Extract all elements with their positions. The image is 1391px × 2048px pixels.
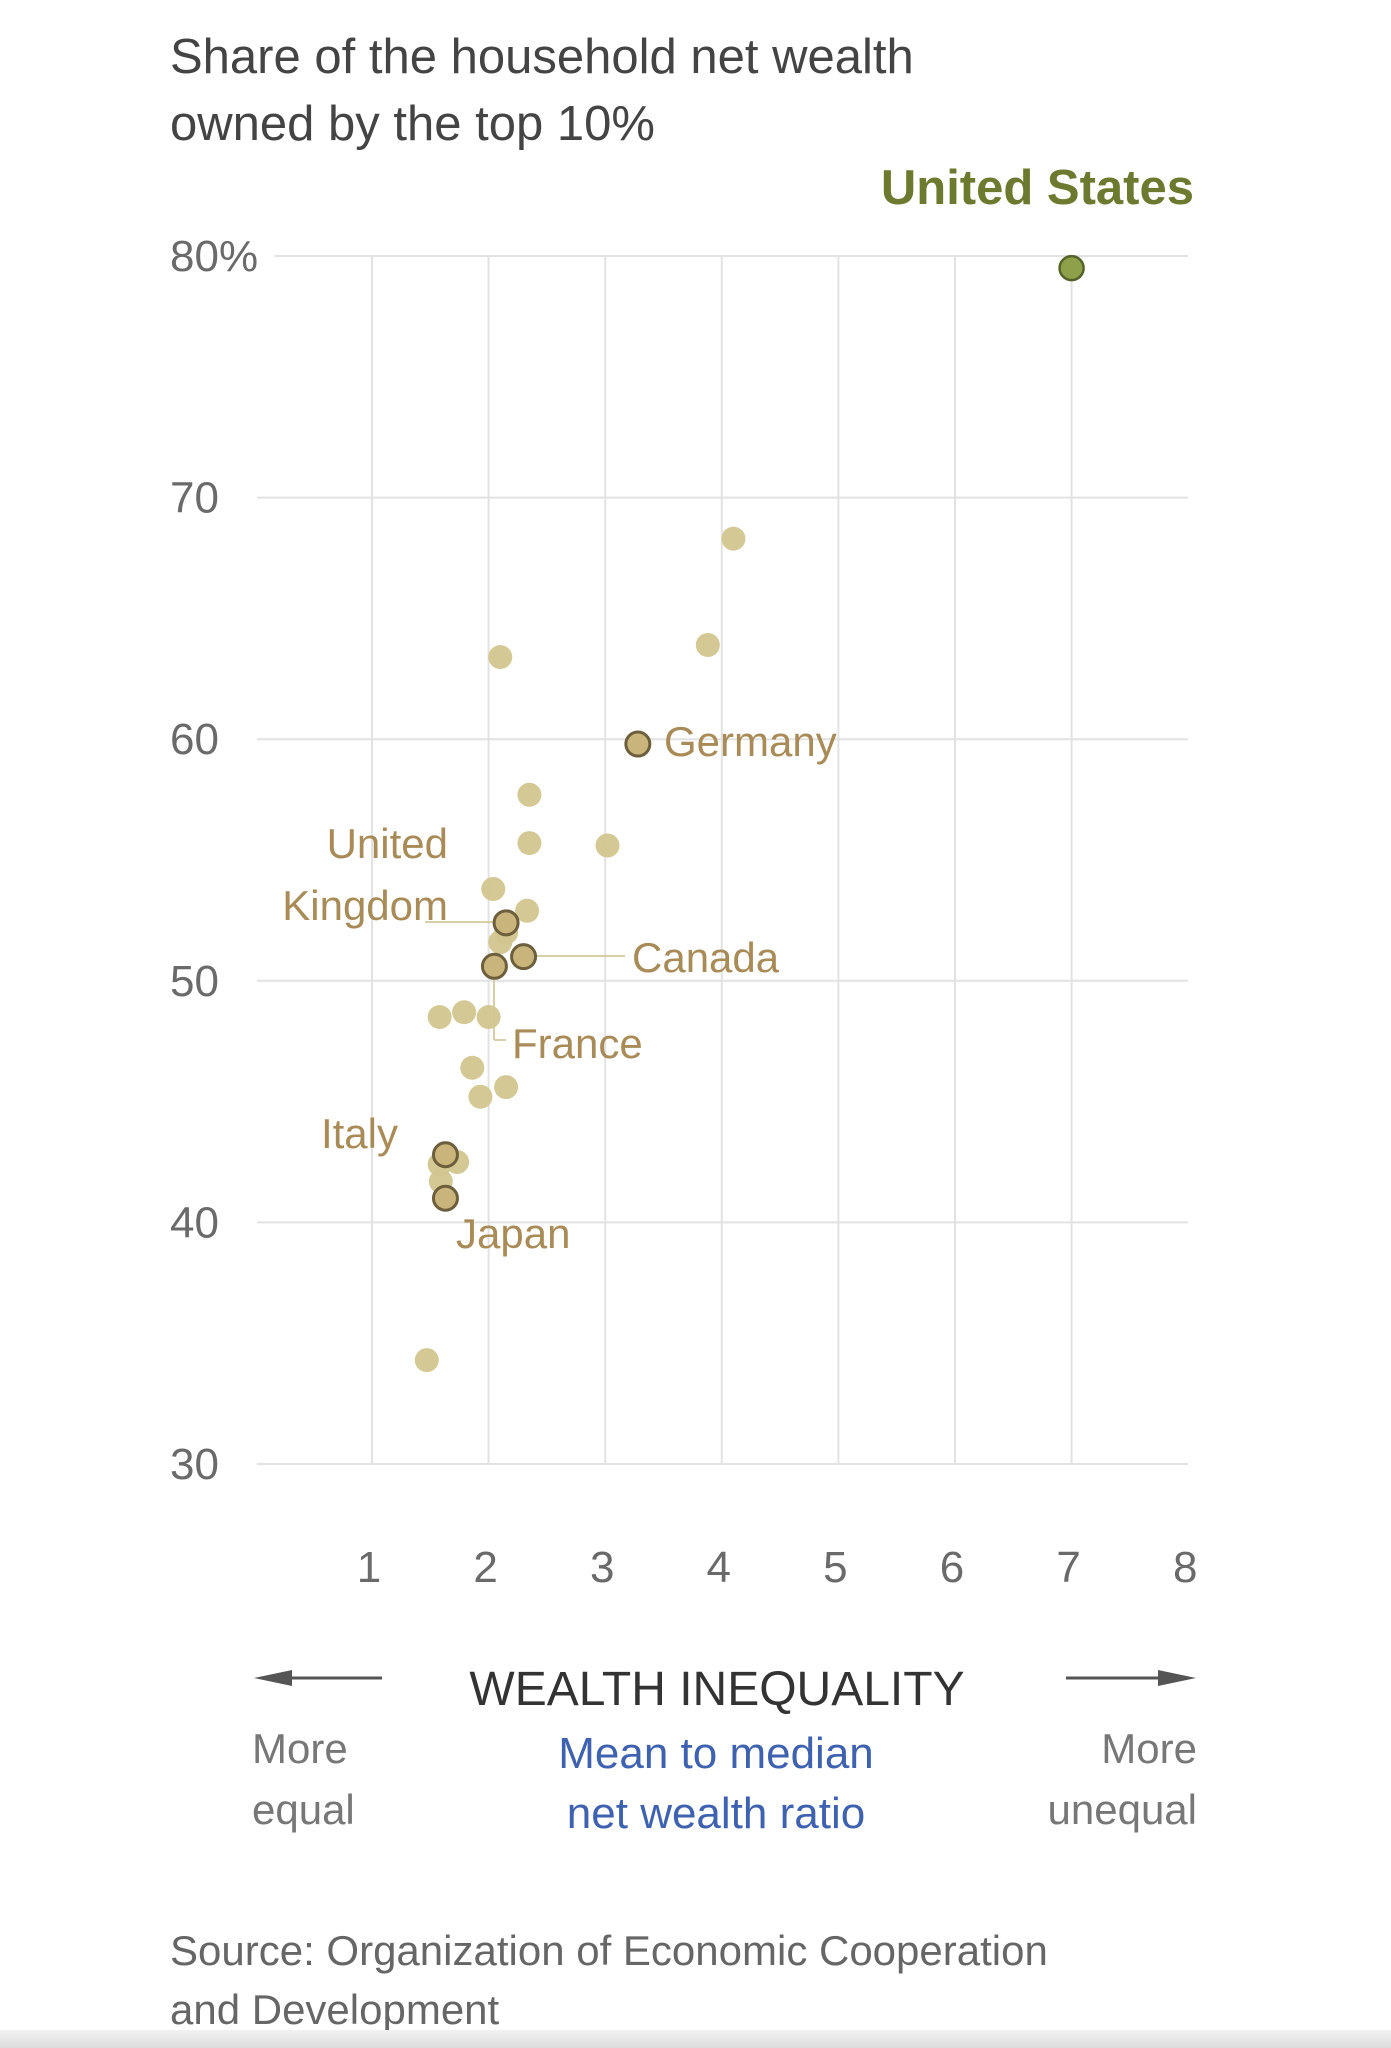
data-point bbox=[695, 632, 720, 657]
label-united-states: United States bbox=[881, 161, 1194, 215]
data-point bbox=[452, 1000, 477, 1025]
point-italy bbox=[431, 1141, 459, 1169]
data-point bbox=[517, 831, 542, 856]
x-axis-subtitle-line-1: Mean to median bbox=[558, 1729, 874, 1778]
left-arrow bbox=[254, 1670, 382, 1686]
data-point bbox=[595, 833, 620, 858]
data-point bbox=[515, 898, 540, 923]
data-point bbox=[494, 1075, 519, 1100]
more-equal-line-1: More bbox=[252, 1725, 348, 1772]
chart-title-line-2: owned by the top 10% bbox=[170, 97, 655, 151]
x-axis-subtitle-line-2: net wealth ratio bbox=[567, 1789, 865, 1838]
x-tick-label: 1 bbox=[357, 1543, 381, 1592]
point-germany bbox=[624, 730, 652, 758]
data-point bbox=[488, 645, 513, 670]
label-italy: Italy bbox=[321, 1110, 398, 1157]
data-point bbox=[476, 1005, 501, 1030]
y-axis-ticks: 80% 70 60 50 40 30 bbox=[170, 232, 258, 1489]
chart-title-line-1: Share of the household net wealth bbox=[170, 30, 914, 84]
x-tick-label: 2 bbox=[473, 1543, 497, 1592]
x-tick-label: 5 bbox=[823, 1543, 847, 1592]
point-canada bbox=[510, 943, 538, 971]
window-bottom-edge bbox=[0, 2030, 1391, 2048]
x-tick-label: 4 bbox=[707, 1543, 731, 1592]
y-tick-label: 40 bbox=[170, 1198, 219, 1247]
more-equal-line-2: equal bbox=[252, 1786, 355, 1833]
data-points bbox=[414, 254, 1085, 1373]
y-tick-label: 60 bbox=[170, 715, 219, 764]
data-point bbox=[460, 1055, 485, 1080]
label-united-kingdom-line-1: United bbox=[327, 820, 448, 867]
point-united-kingdom bbox=[492, 909, 520, 937]
label-united-kingdom-line-2: Kingdom bbox=[282, 882, 448, 929]
label-canada: Canada bbox=[632, 934, 780, 981]
more-unequal-line-1: More bbox=[1101, 1725, 1197, 1772]
label-france: France bbox=[512, 1020, 643, 1067]
x-axis-title: WEALTH INEQUALITY bbox=[469, 1663, 964, 1716]
grid bbox=[257, 255, 1188, 1465]
source-line-2: and Development bbox=[170, 1986, 500, 2033]
point-france bbox=[480, 952, 508, 980]
point-united-states bbox=[1058, 254, 1085, 282]
data-point bbox=[721, 526, 746, 551]
x-axis-ticks: 1 2 3 4 5 6 7 8 bbox=[357, 1543, 1198, 1592]
data-point bbox=[517, 782, 542, 807]
x-tick-label: 3 bbox=[590, 1543, 614, 1592]
x-tick-label: 7 bbox=[1056, 1543, 1080, 1592]
data-point bbox=[427, 1005, 452, 1030]
y-tick-label: 50 bbox=[170, 957, 219, 1006]
data-point bbox=[481, 876, 506, 901]
data-point bbox=[414, 1348, 439, 1373]
label-japan: Japan bbox=[456, 1210, 570, 1257]
point-japan bbox=[431, 1184, 459, 1212]
label-germany: Germany bbox=[664, 718, 837, 765]
y-tick-label: 30 bbox=[170, 1440, 219, 1489]
label-leader-lines bbox=[425, 921, 625, 1041]
x-tick-label: 6 bbox=[940, 1543, 964, 1592]
right-arrow bbox=[1066, 1670, 1196, 1686]
x-tick-label: 8 bbox=[1173, 1543, 1197, 1592]
data-point bbox=[468, 1084, 493, 1109]
source-line-1: Source: Organization of Economic Coopera… bbox=[170, 1927, 1048, 1974]
y-tick-label: 80% bbox=[170, 232, 258, 281]
y-tick-label: 70 bbox=[170, 474, 219, 523]
more-unequal-line-2: unequal bbox=[1048, 1786, 1197, 1833]
